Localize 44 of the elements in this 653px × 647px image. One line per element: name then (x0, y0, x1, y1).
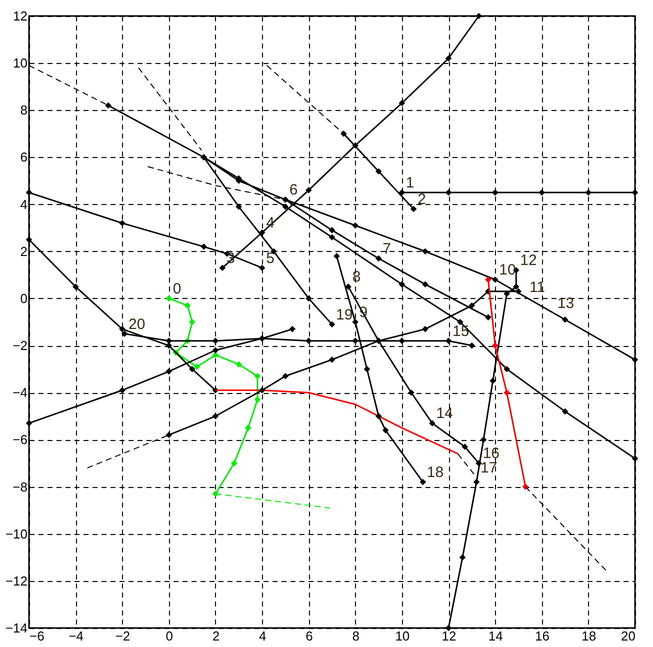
y-tick-label: −4 (12, 385, 28, 400)
annotation: 1 (406, 174, 414, 192)
annotation: 13 (557, 295, 574, 312)
annotation: 20 (128, 316, 146, 333)
annotation: 5 (266, 250, 274, 267)
y-tick-label: 6 (20, 150, 28, 165)
x-tick-label: 20 (621, 628, 636, 644)
annotation: 12 (520, 252, 537, 270)
y-tick-label: −10 (5, 526, 28, 542)
y-tick-label: 10 (13, 56, 28, 71)
y-tick-label: 12 (13, 8, 28, 24)
annotation: 6 (289, 182, 298, 199)
annotation: 15 (452, 322, 470, 340)
x-tick-label: 4 (258, 628, 266, 644)
y-tick-label: 4 (20, 196, 28, 212)
x-tick-label: 18 (582, 628, 596, 644)
y-tick-label: −2 (12, 338, 28, 354)
y-tick-label: −6 (12, 432, 28, 448)
y-tick-label: −14 (5, 620, 28, 636)
annotation: 10 (499, 262, 516, 279)
x-tick-label: −4 (68, 628, 84, 644)
annotation: 11 (529, 279, 546, 296)
y-tick-label: 2 (20, 244, 28, 259)
x-tick-label: 0 (166, 628, 173, 644)
x-tick-label: 2 (212, 628, 220, 644)
y-tick-label: 8 (20, 102, 28, 118)
x-tick-label: 16 (535, 628, 550, 644)
x-tick-label: 6 (306, 628, 313, 644)
x-tick-label: −2 (115, 628, 130, 644)
y-tick-label: −8 (12, 479, 28, 494)
annotation: 14 (436, 405, 453, 422)
y-tick-label: 0 (20, 290, 28, 306)
annotation: 2 (418, 191, 426, 208)
annotation: 18 (426, 464, 444, 482)
x-tick-label: 14 (488, 628, 503, 644)
annotation: 7 (382, 240, 391, 258)
x-tick-label: 12 (442, 628, 456, 644)
annotation: 0 (172, 280, 182, 298)
x-tick-label: 10 (395, 628, 410, 644)
x-tick-label: −6 (30, 628, 44, 644)
y-tick-label: −12 (5, 573, 28, 588)
annotation: 19 (336, 306, 353, 324)
x-tick-label: 8 (352, 628, 360, 644)
annotation: 8 (352, 268, 361, 286)
